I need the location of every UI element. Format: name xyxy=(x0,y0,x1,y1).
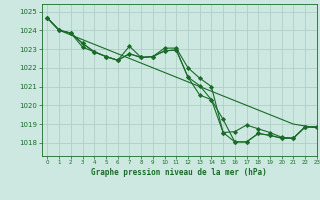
X-axis label: Graphe pression niveau de la mer (hPa): Graphe pression niveau de la mer (hPa) xyxy=(91,168,267,177)
